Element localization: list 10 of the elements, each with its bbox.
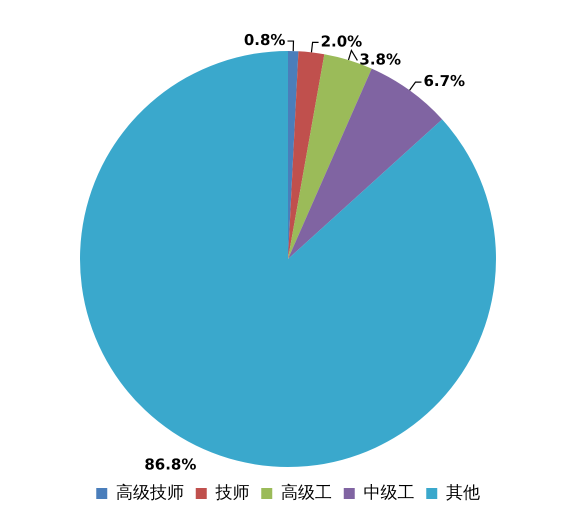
data-label: 3.8%	[359, 50, 401, 68]
data-label: 6.7%	[423, 72, 466, 90]
legend-label: 其他	[446, 482, 480, 503]
legend-label: 中级工	[363, 482, 414, 503]
data-label: 2.0%	[320, 32, 362, 50]
data-label: 0.8%	[244, 30, 286, 49]
legend-label: 高级工	[280, 482, 332, 503]
legend-label: 高级技师	[116, 482, 184, 503]
legend-label: 技师	[214, 482, 250, 503]
data-label: 86.8%	[144, 455, 196, 474]
